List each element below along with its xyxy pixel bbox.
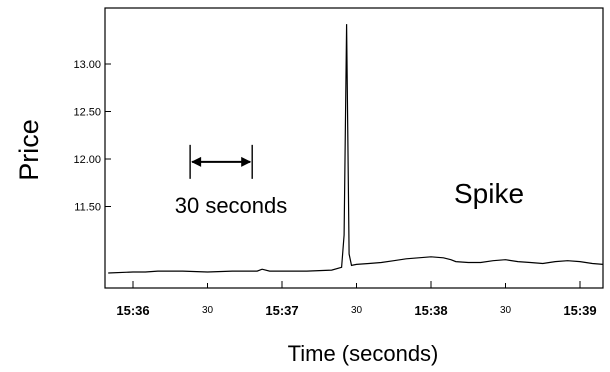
y-tick-label: 12.50 bbox=[73, 107, 101, 119]
plot-frame bbox=[104, 7, 604, 289]
spike-annotation-label: Spike bbox=[454, 178, 524, 209]
x-tick-label-time: 15:39 bbox=[563, 303, 596, 318]
x-tick-label-seconds: 30 bbox=[500, 305, 512, 316]
price-series-line bbox=[108, 24, 604, 274]
y-tick-label: 13.00 bbox=[73, 59, 101, 71]
y-axis-label: Price bbox=[14, 119, 44, 181]
interval-arrowhead-left bbox=[191, 156, 202, 167]
x-tick-label-time: 15:38 bbox=[414, 303, 447, 318]
x-tick-label-seconds: 30 bbox=[202, 305, 214, 316]
x-axis: 15:36 30 15:37 30 15:38 30 15:39 bbox=[116, 281, 597, 318]
interval-annotation-label: 30 seconds bbox=[175, 193, 288, 218]
x-axis-label: Time (seconds) bbox=[288, 341, 439, 366]
interval-arrowhead-right bbox=[241, 156, 252, 167]
y-axis: 11.50 12.00 12.50 13.00 bbox=[73, 59, 111, 214]
y-tick-label: 11.50 bbox=[74, 202, 101, 214]
y-tick-label: 12.00 bbox=[73, 154, 101, 166]
x-tick-label-time: 15:37 bbox=[265, 303, 298, 318]
x-tick-label-time: 15:36 bbox=[116, 303, 149, 318]
x-tick-label-seconds: 30 bbox=[351, 305, 363, 316]
annotations: 30 seconds Spike bbox=[175, 144, 524, 218]
